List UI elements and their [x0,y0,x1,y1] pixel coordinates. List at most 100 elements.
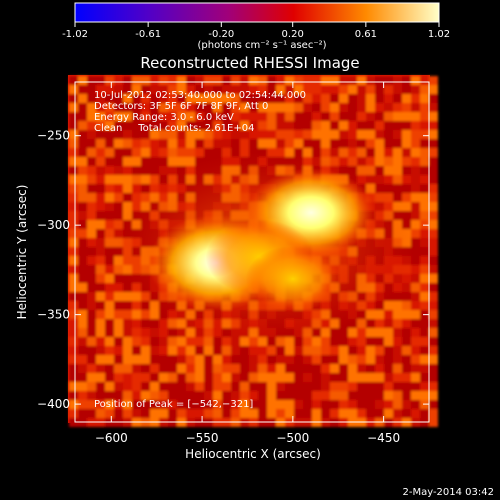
heatmap-cell [123,94,132,103]
heatmap-cell [177,364,186,373]
heatmap-cell [132,337,141,346]
y-tick-label: −250 [37,129,70,143]
heatmap-cell [411,310,420,319]
heatmap-cell [78,274,87,283]
heatmap-cell [150,94,159,103]
colorbar-tick-label: 0.61 [355,29,377,40]
heatmap-cell [195,76,204,85]
heatmap-cell [429,382,438,391]
heatmap-cell [231,103,240,112]
heatmap-cell [96,364,105,373]
heatmap-cell [150,373,159,382]
heatmap-cell [267,130,276,139]
heatmap-cell [87,391,96,400]
y-axis-label: Heliocentric Y (arcsec) [15,185,29,320]
heatmap-cell [177,328,186,337]
heatmap-cell [411,94,420,103]
heatmap-cell [123,400,132,409]
heatmap-cell [393,130,402,139]
heatmap-cell [366,121,375,130]
heatmap-cell [78,328,87,337]
heatmap-cell [96,139,105,148]
heatmap-cell [402,283,411,292]
heatmap-cell [276,382,285,391]
heatmap-cell [132,148,141,157]
heatmap-cell [384,76,393,85]
plot-title: Reconstructed RHESSI Image [140,54,359,72]
heatmap-cell [105,139,114,148]
heatmap-cell [141,139,150,148]
heatmap-cell [429,76,438,85]
heatmap-cell [258,382,267,391]
heatmap-cell [123,391,132,400]
heatmap-cell [132,103,141,112]
heatmap-cell [96,130,105,139]
heatmap-cell [168,328,177,337]
heatmap-cell [249,76,258,85]
heatmap-cell [330,328,339,337]
heatmap-cell [168,157,177,166]
heatmap-cell [168,364,177,373]
heatmap-cell [105,373,114,382]
heatmap-cell [105,328,114,337]
heatmap-cell [267,112,276,121]
heatmap-cell [420,211,429,220]
heatmap-cell [411,148,420,157]
heatmap-cell [366,166,375,175]
heatmap-cell [429,238,438,247]
heatmap-cell [222,130,231,139]
heatmap-cell [186,130,195,139]
heatmap-cell [366,391,375,400]
heatmap-cell [249,355,258,364]
heatmap-cell [240,139,249,148]
heatmap-cell [375,319,384,328]
heatmap-cell [321,346,330,355]
heatmap-cell [348,121,357,130]
heatmap-cell [195,139,204,148]
heatmap-cell [375,76,384,85]
heatmap-cell [393,184,402,193]
heatmap-cell [69,265,78,274]
heatmap-cell [195,148,204,157]
heatmap-cell [411,247,420,256]
heatmap-cell [429,337,438,346]
heatmap-cell [123,346,132,355]
heatmap-cell [231,355,240,364]
heatmap-cell [348,373,357,382]
heatmap-cell [132,346,141,355]
heatmap-cell [105,364,114,373]
heatmap-cell [339,391,348,400]
heatmap-cell [348,76,357,85]
heatmap-cell [303,103,312,112]
heatmap-cell [105,229,114,238]
heatmap-cell [159,112,168,121]
heatmap-cell [87,364,96,373]
heatmap-cell [159,319,168,328]
heatmap-cell [177,157,186,166]
heatmap-cell [105,94,114,103]
heatmap-cell [222,85,231,94]
heatmap-cell [114,202,123,211]
heatmap-cell [303,121,312,130]
heatmap-cell [195,85,204,94]
heatmap-cell [231,373,240,382]
heatmap-cell [393,337,402,346]
heatmap-cell [249,130,258,139]
heatmap-cell [429,103,438,112]
heatmap-cell [312,139,321,148]
heatmap-cell [348,112,357,121]
heatmap-cell [114,265,123,274]
heatmap-cell [366,382,375,391]
heatmap-cell [87,328,96,337]
heatmap-cell [123,283,132,292]
heatmap-cell [159,409,168,418]
heatmap-cell [411,103,420,112]
heatmap-cell [366,112,375,121]
heatmap-cell [420,238,429,247]
heatmap-cell [186,121,195,130]
heatmap-cell [69,328,78,337]
heatmap-cell [96,337,105,346]
heatmap-cell [348,85,357,94]
heatmap-cell [366,319,375,328]
heatmap-cell [69,166,78,175]
